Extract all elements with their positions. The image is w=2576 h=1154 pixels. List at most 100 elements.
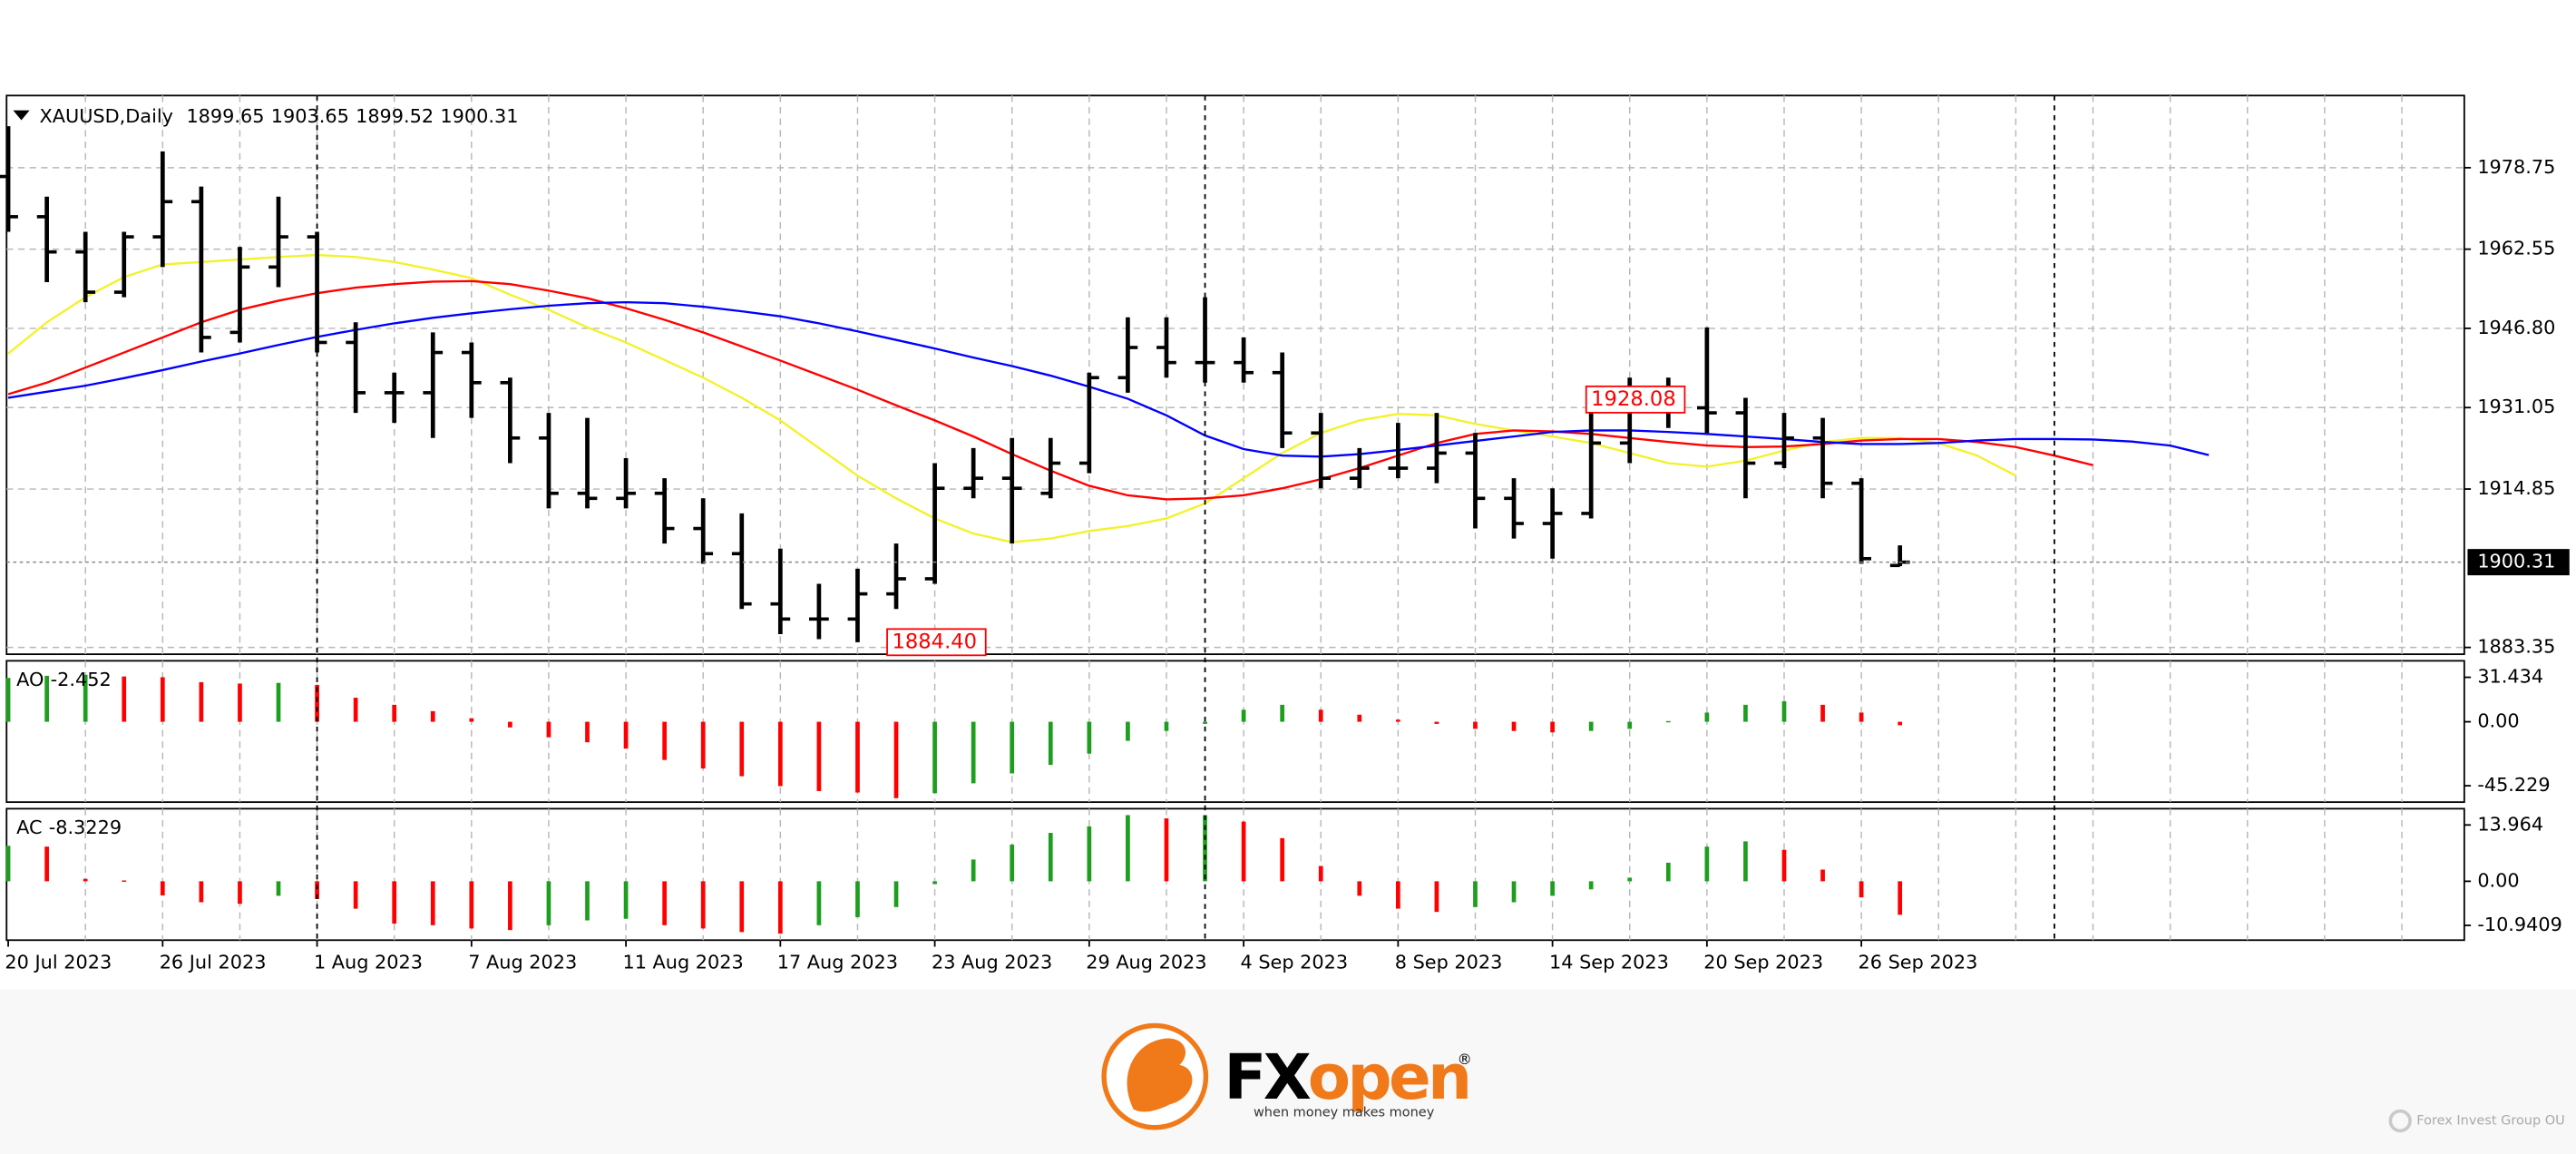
indicator-bar	[1820, 704, 1825, 722]
annotation-box	[1585, 385, 1686, 414]
indicator-bar	[1357, 714, 1362, 722]
indicator-bar	[1627, 877, 1633, 882]
y-tick-label: 1946.80	[2477, 317, 2555, 338]
indicator-bar	[1357, 881, 1362, 896]
moving-average	[7, 300, 2210, 458]
indicator-bar	[199, 681, 204, 722]
indicator-bar	[1434, 721, 1439, 724]
x-tick-label: 1 Aug 2023	[314, 952, 423, 973]
indicator-bar	[1859, 712, 1864, 722]
indicator-bar	[1665, 862, 1671, 882]
indicator-bar	[662, 881, 667, 925]
panel-frame	[5, 807, 2465, 942]
indicator-bar	[623, 721, 629, 749]
indicator-label: AO -2.452	[16, 669, 112, 690]
annotation-label: 1884.40	[892, 630, 977, 653]
indicator-bar	[855, 721, 860, 793]
current-price-label: 1900.31	[2477, 551, 2555, 572]
indicator-bar	[199, 881, 204, 903]
company-name: Forex Invest Group OU	[2416, 1114, 2564, 1129]
indicator-bar	[5, 846, 11, 882]
annotation-box	[886, 628, 987, 657]
indicator-bar	[777, 721, 783, 787]
indicator-bar	[1318, 866, 1323, 882]
indicator-bar	[816, 881, 822, 925]
indicator-bar	[1781, 849, 1787, 882]
indicator-bar	[508, 881, 512, 931]
indicator-bar	[1241, 821, 1246, 882]
x-tick-label: 17 Aug 2023	[777, 952, 898, 973]
indicator-bar	[971, 859, 976, 882]
symbol-title: XAUUSD,Daily	[39, 105, 172, 127]
indicator-bar	[546, 721, 551, 738]
indicator-value: -2.452	[51, 669, 112, 690]
y-tick-label: -10.9409	[2477, 914, 2562, 935]
indicator-bar	[1126, 815, 1130, 882]
indicator-bar	[1743, 841, 1748, 882]
indicator-bar	[1511, 881, 1517, 903]
indicator-bar	[739, 881, 745, 933]
indicator-bar	[276, 682, 281, 722]
indicator-bar	[1087, 826, 1092, 882]
tagline: when money makes money	[1254, 1105, 1435, 1120]
y-tick-label: 0.00	[2477, 869, 2519, 891]
indicator-bar	[430, 881, 435, 925]
indicator-bar	[1048, 833, 1053, 882]
indicator-label: AC -8.3229	[16, 817, 122, 838]
indicator-bar	[546, 881, 551, 925]
indicator-bar	[1395, 881, 1400, 909]
indicator-bar	[353, 881, 358, 909]
indicator-bar	[122, 676, 127, 722]
indicator-bar	[1588, 881, 1594, 890]
y-tick-label: 1931.05	[2477, 396, 2555, 417]
y-tick-label: 1914.85	[2477, 477, 2555, 499]
y-tick-label: 1962.55	[2477, 238, 2555, 259]
x-tick-label: 29 Aug 2023	[1086, 952, 1206, 973]
indicator-bar	[160, 677, 165, 722]
indicator-bar	[1048, 721, 1053, 766]
indicator-bar	[585, 721, 590, 743]
indicator-bar	[44, 846, 49, 882]
indicator-bar	[1473, 881, 1478, 907]
indicator-bar	[508, 721, 512, 728]
indicator-bar	[1665, 720, 1671, 723]
y-tick-label: 31.434	[2477, 666, 2543, 688]
indicator-bar	[1164, 721, 1169, 731]
indicator-bar	[700, 881, 706, 929]
y-tick-label: 0.00	[2477, 710, 2519, 732]
indicator-bar	[1704, 846, 1710, 882]
x-tick-label: 8 Sep 2023	[1395, 952, 1503, 973]
indicator-bar	[1473, 721, 1478, 729]
company-logo	[2388, 1109, 2412, 1133]
panel-frame	[5, 660, 2465, 804]
indicator-bar	[1511, 721, 1517, 731]
indicator-name: AO	[16, 669, 44, 690]
annotation-label: 1928.08	[1591, 387, 1676, 411]
indicator-bar	[122, 880, 127, 882]
x-tick-label: 14 Sep 2023	[1549, 952, 1669, 973]
indicator-bar	[1820, 869, 1825, 882]
indicator-bar	[1010, 721, 1015, 774]
y-tick-label: 1883.35	[2477, 636, 2555, 658]
header-open: 1899.65	[186, 105, 264, 127]
indicator-bar	[816, 721, 822, 791]
x-tick-label: 23 Aug 2023	[932, 952, 1052, 973]
panel-frame	[5, 94, 2465, 656]
indicator-value: -8.3229	[49, 817, 122, 838]
indicator-bar	[932, 881, 937, 885]
indicator-bar	[1898, 881, 1903, 915]
indicator-bar	[1859, 881, 1864, 898]
indicator-bar	[276, 881, 281, 896]
indicator-bar	[1010, 844, 1015, 882]
x-tick-label: 20 Sep 2023	[1703, 952, 1823, 973]
indicator-bar	[83, 674, 88, 722]
indicator-bar	[1627, 721, 1633, 729]
indicator-bar	[1203, 721, 1207, 724]
x-tick-label: 26 Sep 2023	[1858, 952, 1977, 973]
indicator-bar	[469, 718, 474, 722]
indicator-bar	[893, 721, 899, 798]
y-tick-label: 1978.75	[2477, 156, 2555, 178]
indicator-bar	[855, 881, 860, 917]
indicator-name: AC	[16, 817, 42, 838]
